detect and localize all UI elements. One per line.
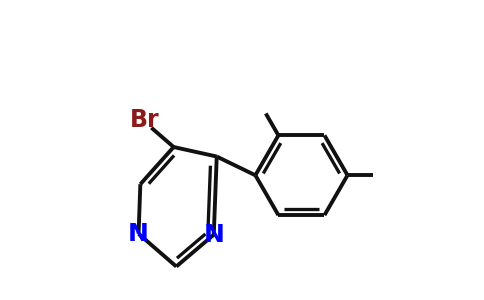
Text: Br: Br [130, 108, 160, 132]
Text: N: N [128, 222, 149, 246]
Text: N: N [203, 223, 224, 247]
